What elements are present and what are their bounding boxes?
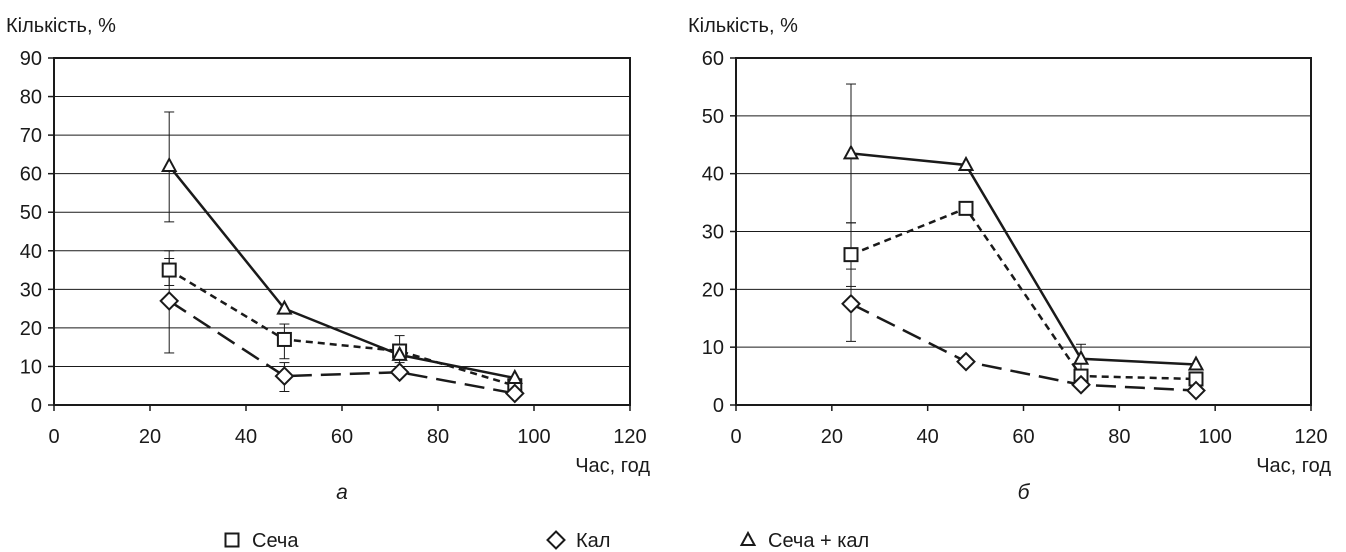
data-point-square xyxy=(843,247,859,263)
legend-item: Кал xyxy=(546,530,610,552)
y-tick-label: 10 xyxy=(702,337,724,359)
y-tick-label: 60 xyxy=(702,48,724,70)
y-tick-label: 50 xyxy=(702,106,724,128)
x-tick-label: 100 xyxy=(517,426,550,448)
chart-panel-2: 0 10 20 30 40 50 60 0 20 40 60 80 100 120 Кількість, %… xyxy=(688,15,1331,504)
panel-label: а xyxy=(336,481,348,504)
data-point-diamond xyxy=(159,290,180,311)
x-tick-label: 120 xyxy=(1294,426,1327,448)
y-tick-label: 80 xyxy=(20,87,42,109)
series-line xyxy=(168,165,516,380)
data-point-triangle xyxy=(161,156,178,172)
legend-item: Сеча xyxy=(224,530,299,552)
x-tick-label: 100 xyxy=(1198,426,1231,448)
data-point-square xyxy=(276,331,292,347)
y-tick-label: 40 xyxy=(20,241,42,263)
y-tick-label: 70 xyxy=(20,125,42,147)
data-point-square xyxy=(161,262,177,278)
x-tick-label: 40 xyxy=(235,426,257,448)
y-axis-title: Кількість, % xyxy=(6,15,116,37)
series-line xyxy=(168,299,516,395)
x-tick-label: 80 xyxy=(1108,426,1130,448)
data-point-triangle xyxy=(1187,355,1205,371)
x-tick-label: 0 xyxy=(730,426,741,448)
panel-label: б xyxy=(1018,481,1031,504)
data-point-triangle xyxy=(506,368,523,385)
series-line xyxy=(850,302,1197,392)
x-tick-label: 20 xyxy=(821,426,843,448)
legend-marker-square xyxy=(224,532,240,548)
data-point-square xyxy=(958,200,974,216)
legend: Сеча Кал Сеча + кал xyxy=(224,530,869,552)
data-point-triangle xyxy=(957,155,975,171)
x-tick-label: 120 xyxy=(613,426,646,448)
legend-marker-diamond xyxy=(546,530,566,550)
legend-label: Сеча xyxy=(252,530,299,552)
x-axis-title: Час, год xyxy=(1256,455,1331,477)
y-tick-label: 40 xyxy=(702,164,724,186)
series-line xyxy=(850,152,1197,366)
x-tick-label: 0 xyxy=(48,426,59,448)
data-point-diamond xyxy=(1186,380,1206,401)
legend-marker-triangle xyxy=(739,530,757,546)
plot-frame xyxy=(53,57,631,406)
data-point-diamond xyxy=(504,383,525,404)
data-point-triangle xyxy=(842,144,860,160)
legend-item: Сеча + кал xyxy=(739,530,869,552)
y-tick-label: 30 xyxy=(702,222,724,244)
y-axis-title: Кількість, % xyxy=(688,15,798,37)
y-tick-label: 50 xyxy=(20,202,42,224)
y-tick-label: 10 xyxy=(20,356,42,378)
y-tick-label: 0 xyxy=(31,395,42,417)
x-tick-label: 60 xyxy=(331,426,353,448)
data-point-triangle xyxy=(276,299,293,315)
series-line xyxy=(850,206,1197,381)
y-tick-label: 20 xyxy=(702,279,724,301)
chart-panel-1: 0 10 20 30 40 50 60 70 80 90 0 20 40 60 80 100 120 Кількі… xyxy=(6,15,650,504)
y-tick-label: 30 xyxy=(20,279,42,301)
legend-label: Кал xyxy=(576,530,610,552)
data-point-diamond xyxy=(841,293,861,314)
y-tick-label: 90 xyxy=(20,48,42,70)
x-tick-label: 20 xyxy=(139,426,161,448)
y-tick-label: 0 xyxy=(713,395,724,417)
y-tick-label: 60 xyxy=(20,164,42,186)
y-tick-label: 20 xyxy=(20,318,42,340)
data-point-triangle xyxy=(1072,349,1090,365)
data-point-diamond xyxy=(956,351,976,372)
legend-label: Сеча + кал xyxy=(768,530,869,552)
x-axis-title: Час, год xyxy=(575,455,650,477)
series-line xyxy=(168,268,516,387)
data-point-diamond xyxy=(274,366,295,386)
data-point-diamond xyxy=(1071,374,1091,395)
data-point-triangle xyxy=(391,345,408,361)
x-tick-label: 80 xyxy=(427,426,449,448)
x-tick-label: 40 xyxy=(917,426,939,448)
data-point-diamond xyxy=(389,362,410,383)
x-tick-label: 60 xyxy=(1012,426,1034,448)
